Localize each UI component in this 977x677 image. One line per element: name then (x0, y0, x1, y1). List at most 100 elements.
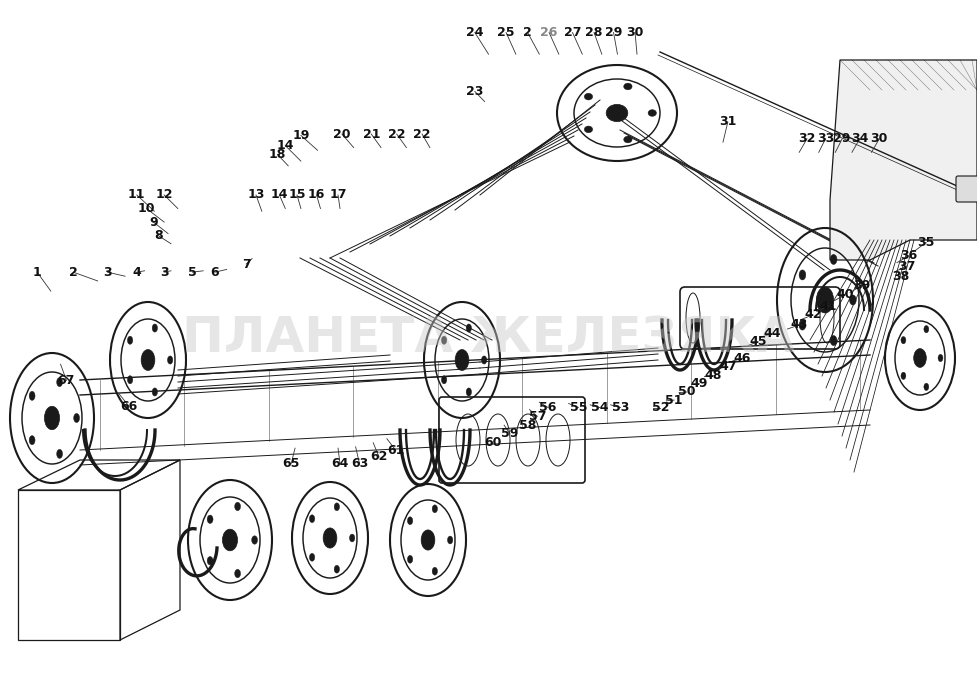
Text: 3: 3 (160, 265, 168, 279)
Ellipse shape (350, 534, 355, 542)
Ellipse shape (442, 376, 446, 384)
Text: 19: 19 (292, 129, 310, 142)
Ellipse shape (127, 376, 133, 384)
Ellipse shape (799, 320, 806, 330)
Text: 33: 33 (817, 132, 834, 146)
Text: 30: 30 (871, 132, 888, 146)
Text: 37: 37 (898, 259, 915, 273)
Text: 20: 20 (333, 127, 351, 141)
Text: 54: 54 (591, 401, 609, 414)
Text: 60: 60 (485, 436, 502, 450)
Ellipse shape (850, 295, 856, 305)
Ellipse shape (57, 378, 63, 387)
Text: 2: 2 (524, 26, 531, 39)
Text: 66: 66 (120, 399, 138, 413)
Text: 3: 3 (104, 265, 111, 279)
Text: 9: 9 (149, 215, 157, 229)
Text: 58: 58 (519, 418, 536, 432)
Text: 5: 5 (189, 265, 196, 279)
Ellipse shape (901, 372, 906, 380)
Text: 50: 50 (678, 385, 696, 399)
Ellipse shape (830, 336, 837, 345)
Text: 27: 27 (564, 26, 581, 39)
Ellipse shape (167, 356, 173, 364)
Text: 32: 32 (798, 132, 816, 146)
Text: 30: 30 (626, 26, 644, 39)
Text: 63: 63 (351, 457, 368, 471)
Text: 22: 22 (388, 127, 405, 141)
Text: 42: 42 (804, 308, 822, 322)
Ellipse shape (252, 536, 258, 544)
Text: 64: 64 (331, 457, 349, 471)
Text: 1: 1 (33, 265, 41, 279)
Text: 36: 36 (900, 249, 917, 263)
Ellipse shape (310, 515, 315, 523)
Text: 34: 34 (851, 132, 869, 146)
Text: 25: 25 (497, 26, 515, 39)
Text: 26: 26 (540, 26, 558, 39)
Ellipse shape (29, 391, 35, 400)
Ellipse shape (207, 515, 213, 523)
Ellipse shape (57, 450, 63, 458)
Ellipse shape (323, 528, 337, 548)
Ellipse shape (432, 505, 438, 512)
Text: 67: 67 (58, 374, 75, 387)
Text: 52: 52 (652, 401, 669, 414)
Ellipse shape (442, 336, 446, 345)
Text: 17: 17 (329, 188, 347, 202)
Text: 18: 18 (269, 148, 286, 161)
Text: 59: 59 (501, 427, 519, 441)
Ellipse shape (584, 126, 593, 133)
Text: 48: 48 (704, 369, 722, 383)
Text: 51: 51 (665, 393, 683, 407)
Ellipse shape (234, 569, 240, 577)
Ellipse shape (334, 565, 339, 573)
Ellipse shape (421, 530, 435, 550)
Text: 39: 39 (853, 279, 871, 292)
Text: 14: 14 (271, 188, 288, 202)
Text: 22: 22 (413, 127, 431, 141)
Ellipse shape (44, 406, 60, 430)
Text: 47: 47 (719, 360, 737, 374)
Ellipse shape (830, 255, 837, 265)
Ellipse shape (432, 567, 438, 575)
Text: ПЛАНЕТА ЖЕЛЕЗЯКА: ПЛАНЕТА ЖЕЛЕЗЯКА (182, 315, 795, 362)
Text: 2: 2 (69, 265, 77, 279)
Text: 61: 61 (387, 443, 404, 457)
Ellipse shape (73, 414, 79, 422)
Ellipse shape (152, 388, 157, 396)
Ellipse shape (334, 503, 339, 510)
Text: 46: 46 (734, 352, 751, 366)
Ellipse shape (152, 324, 157, 332)
Text: 31: 31 (719, 115, 737, 129)
Ellipse shape (817, 287, 833, 313)
Ellipse shape (407, 555, 412, 563)
Ellipse shape (466, 388, 472, 396)
Text: 53: 53 (612, 401, 629, 414)
Ellipse shape (901, 336, 906, 344)
Ellipse shape (606, 104, 628, 122)
Text: 10: 10 (138, 202, 155, 215)
Ellipse shape (234, 502, 240, 510)
FancyBboxPatch shape (956, 176, 977, 202)
Text: 40: 40 (836, 288, 854, 301)
Ellipse shape (455, 349, 469, 370)
Text: 4: 4 (133, 265, 141, 279)
Text: 28: 28 (585, 26, 603, 39)
Text: 44: 44 (763, 327, 781, 341)
Polygon shape (830, 60, 977, 260)
Text: 56: 56 (539, 401, 557, 414)
Ellipse shape (648, 110, 657, 116)
Text: 55: 55 (570, 401, 587, 414)
Text: 7: 7 (242, 257, 250, 271)
Text: 15: 15 (288, 188, 306, 202)
Text: 57: 57 (529, 410, 546, 423)
Ellipse shape (207, 556, 213, 565)
Text: 62: 62 (370, 450, 388, 464)
Text: 45: 45 (749, 335, 767, 349)
Text: 24: 24 (466, 26, 484, 39)
Ellipse shape (141, 349, 154, 370)
Text: 16: 16 (308, 188, 325, 202)
Text: 29: 29 (833, 132, 851, 146)
Text: 41: 41 (820, 299, 837, 313)
